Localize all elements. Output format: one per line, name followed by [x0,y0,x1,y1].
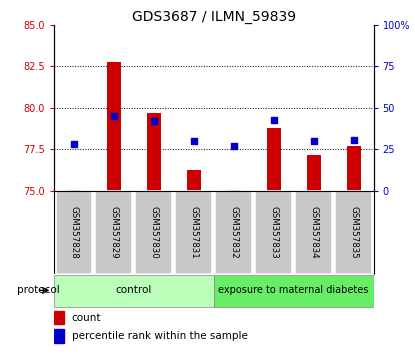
Text: GSM357831: GSM357831 [189,206,198,259]
Text: GSM357834: GSM357834 [309,206,318,259]
Text: GSM357833: GSM357833 [269,206,278,259]
Text: percentile rank within the sample: percentile rank within the sample [71,331,247,341]
Text: GSM357832: GSM357832 [229,206,238,259]
Text: GSM357835: GSM357835 [349,206,358,259]
Point [110,113,117,119]
Bar [135,191,172,274]
Bar [54,329,64,343]
Bar [335,191,372,274]
Point [350,137,357,142]
Bar [147,113,161,191]
Point [190,138,197,144]
Bar [295,191,332,274]
Bar [227,190,241,191]
Text: GSM357828: GSM357828 [69,206,78,259]
Bar [307,155,320,191]
Bar [214,275,374,307]
Title: GDS3687 / ILMN_59839: GDS3687 / ILMN_59839 [132,10,296,24]
Point [71,142,77,147]
Bar [255,191,292,274]
Bar [54,311,64,324]
Bar [95,191,132,274]
Bar [107,62,121,191]
Bar [54,275,214,307]
Bar [176,191,212,274]
Bar [67,190,81,191]
Point [310,138,317,144]
Point [230,143,237,149]
Bar [187,170,201,191]
Point [270,117,277,122]
Bar [347,146,361,191]
Point [151,118,157,124]
Text: count: count [71,313,101,323]
Bar [56,191,92,274]
Text: GSM357829: GSM357829 [110,206,118,259]
Text: protocol: protocol [17,285,60,295]
Bar [267,127,281,191]
Text: control: control [116,285,152,295]
Bar [215,191,252,274]
Text: exposure to maternal diabetes: exposure to maternal diabetes [218,285,369,295]
Text: GSM357830: GSM357830 [149,206,158,259]
